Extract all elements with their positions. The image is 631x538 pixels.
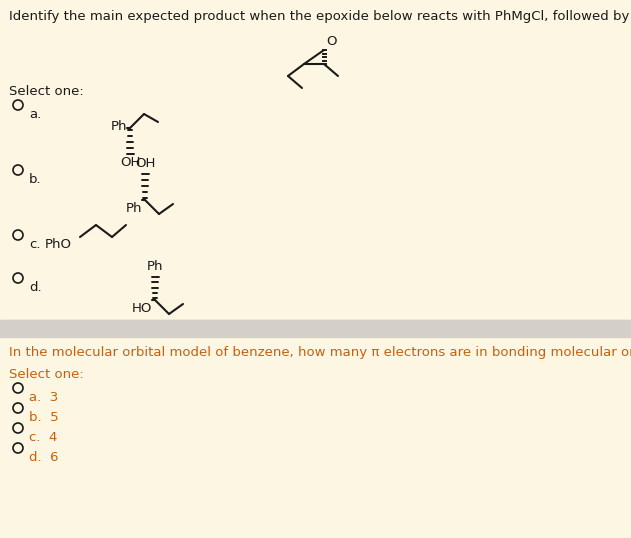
Text: OH: OH: [120, 156, 140, 169]
Text: b.: b.: [29, 173, 42, 186]
Text: PhO: PhO: [45, 238, 72, 251]
Text: b.  5: b. 5: [29, 411, 59, 424]
Text: HO: HO: [132, 302, 152, 315]
Text: O: O: [326, 35, 336, 48]
Text: OH: OH: [135, 157, 155, 170]
Text: Select one:: Select one:: [9, 368, 84, 381]
Text: Select one:: Select one:: [9, 85, 84, 98]
Text: Ph: Ph: [110, 119, 127, 132]
Text: Ph: Ph: [147, 260, 163, 273]
Text: d.: d.: [29, 281, 42, 294]
Text: a.  3: a. 3: [29, 391, 58, 404]
Text: d.  6: d. 6: [29, 451, 59, 464]
Text: c.: c.: [29, 238, 40, 251]
Text: c.  4: c. 4: [29, 431, 57, 444]
Text: Ph: Ph: [126, 202, 142, 215]
Text: a.: a.: [29, 108, 41, 121]
Text: In the molecular orbital model of benzene, how many π electrons are in bonding m: In the molecular orbital model of benzen…: [9, 346, 631, 359]
Text: Identify the main expected product when the epoxide below reacts with PhMgCl, fo: Identify the main expected product when …: [9, 10, 631, 23]
